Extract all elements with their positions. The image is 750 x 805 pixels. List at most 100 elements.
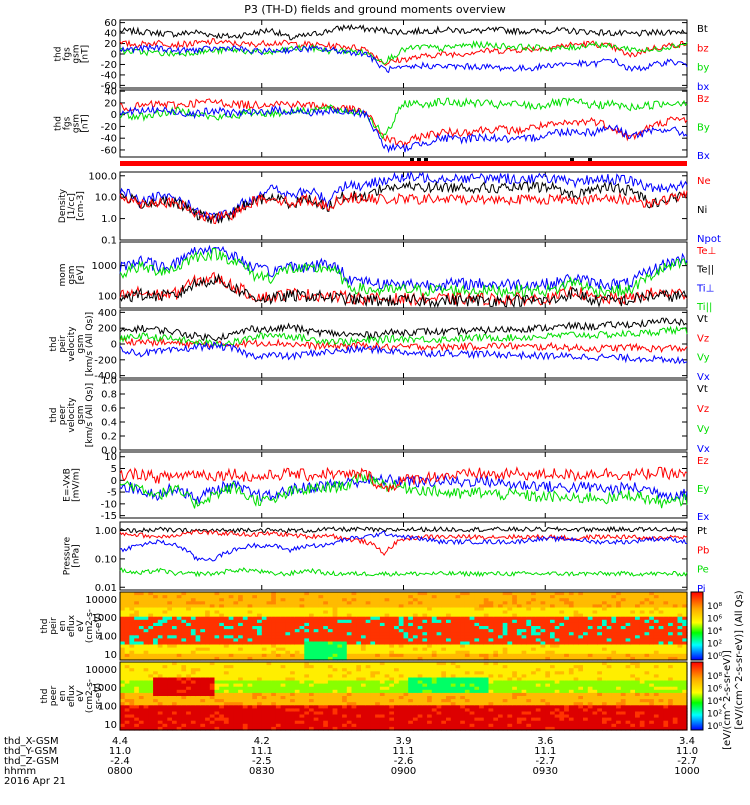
- y-tick-label: 0.6: [101, 404, 117, 415]
- legend-npot: Npot: [697, 234, 721, 245]
- panel-frame: [120, 452, 687, 518]
- panel-frame: [120, 522, 687, 590]
- series-line-ni: [120, 182, 687, 224]
- y-tick-label: 0.01: [95, 583, 117, 594]
- legend-by: by: [697, 63, 709, 74]
- panel-frame: [120, 172, 687, 240]
- y-axis-label: [nT]: [81, 114, 91, 132]
- y-tick-label: 1.00: [95, 526, 117, 537]
- panel-density: Density[1/cc][cm-3]100.010.01.00.1NeNiNp…: [58, 171, 721, 246]
- y-tick-label: 100: [98, 291, 117, 302]
- y-tick-label: -200: [94, 355, 117, 366]
- legend-vt: Vt: [697, 384, 708, 395]
- legend-pb: Pb: [697, 545, 709, 556]
- legend-vy: Vy: [697, 353, 710, 364]
- legend-vy: Vy: [697, 424, 710, 435]
- spectrogram-cells: [120, 592, 688, 661]
- legend-ti: Ti⊥: [696, 283, 714, 294]
- series-line-bt: [120, 25, 687, 40]
- legend-bx: Bx: [697, 151, 710, 162]
- y-tick-label: -10: [101, 499, 117, 510]
- y-axis-label: [nT]: [81, 45, 91, 63]
- y-tick-label: 0: [111, 476, 117, 487]
- y-tick-label: 0: [111, 110, 117, 121]
- legend-ni: Ni: [697, 205, 707, 216]
- y-tick-label: 60: [104, 18, 117, 29]
- y-tick-label: 10: [104, 720, 117, 731]
- y-tick-label: 40: [104, 87, 117, 98]
- y-tick-label: 10000: [85, 595, 117, 606]
- legend-vt: Vt: [697, 314, 708, 325]
- y-tick-label: 20: [104, 98, 117, 109]
- y-tick-label: 100: [98, 632, 117, 643]
- legend-ex: Ex: [697, 512, 709, 523]
- legend-vx: Vx: [697, 372, 710, 383]
- legend-bz: Bz: [697, 94, 709, 105]
- legend-bz: bz: [697, 43, 709, 54]
- legend-ey: Ey: [697, 484, 709, 495]
- y-tick-label: -20: [101, 60, 117, 71]
- legend-vx: Vx: [697, 444, 710, 455]
- y-tick-label: 10.0: [95, 193, 117, 204]
- figure-title: P3 (TH-D) fields and ground moments over…: [244, 3, 506, 16]
- legend-by: By: [697, 123, 710, 134]
- y-axis-label: [cm-3]: [76, 191, 86, 221]
- legend-te: Te||: [696, 265, 714, 276]
- y-tick-label: 5: [111, 464, 117, 475]
- y-tick-label: -40: [101, 134, 117, 145]
- legend-vz: Vz: [697, 404, 709, 415]
- y-axis-label: [nPa]: [72, 544, 82, 567]
- spectrogram-cells: [120, 662, 688, 731]
- y-tick-label: 20: [104, 39, 117, 50]
- y-tick-label: 10: [104, 650, 117, 661]
- y-tick-label: 10000: [85, 665, 117, 676]
- legend-pe: Pe: [697, 565, 709, 576]
- legend-ne: Ne: [697, 176, 711, 187]
- y-tick-label: 200: [98, 324, 117, 335]
- y-tick-label: 0: [111, 50, 117, 61]
- series-line-pi: [120, 531, 687, 561]
- y-tick-label: -60: [101, 145, 117, 156]
- series-line-vt: [120, 318, 687, 341]
- series-line-te: [120, 273, 687, 305]
- y-tick-label: 1.0: [101, 214, 117, 225]
- series-line-npot: [120, 172, 687, 221]
- y-tick-label: 0.4: [101, 418, 117, 429]
- y-tick-label: 0.1: [101, 236, 117, 247]
- y-tick-label: -15: [101, 511, 117, 522]
- y-tick-label: 1000: [92, 261, 117, 272]
- y-tick-label: 0.2: [101, 432, 117, 443]
- y-axis-label: [mV/m]: [72, 468, 82, 502]
- y-tick-label: -5: [107, 488, 117, 499]
- y-tick-label: 10: [104, 452, 117, 463]
- legend-ti: Ti||: [696, 302, 712, 313]
- y-tick-label: 100: [98, 702, 117, 713]
- y-tick-label: -20: [101, 122, 117, 133]
- y-tick-label: 40: [104, 29, 117, 40]
- legend-bx: bx: [697, 82, 709, 93]
- y-tick-label: 1.0: [101, 376, 117, 387]
- legend-ez: Ez: [697, 456, 709, 467]
- y-tick-label: 400: [98, 308, 117, 319]
- y-axis-label: [eV]: [76, 266, 86, 285]
- series-line-pe: [120, 568, 687, 576]
- y-axis-label: [km/s (All Qs)]: [85, 312, 95, 376]
- panel-frame: [120, 380, 687, 450]
- y-tick-label: 1000: [92, 613, 117, 624]
- series-line-pt: [120, 527, 687, 533]
- y-tick-label: -40: [101, 70, 117, 81]
- y-tick-label: 0.8: [101, 390, 117, 401]
- series-line-ti: [120, 249, 687, 297]
- legend-te: Te⊥: [696, 246, 716, 257]
- legend-bt: Bt: [697, 24, 708, 35]
